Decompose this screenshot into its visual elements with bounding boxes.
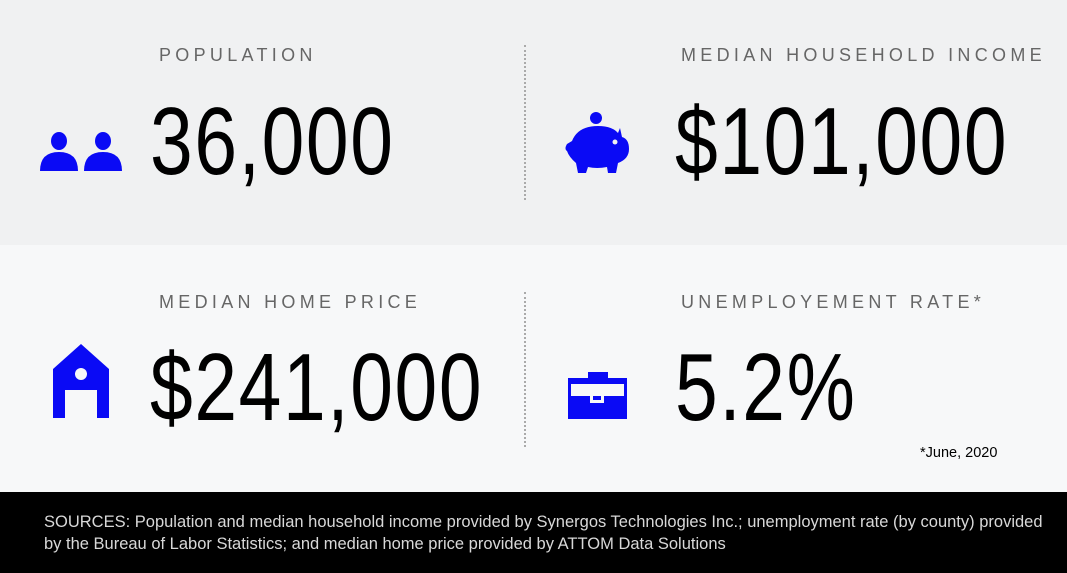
briefcase-icon xyxy=(568,372,627,419)
population-label: POPULATION xyxy=(159,45,317,65)
top-band xyxy=(0,0,1067,245)
divider-bottom xyxy=(524,292,526,447)
footnote: *June, 2020 xyxy=(920,445,998,461)
bottom-band xyxy=(0,245,1067,492)
piggy-bank-icon xyxy=(565,112,629,173)
divider-top xyxy=(524,45,526,200)
unemployment-value: 5.2% xyxy=(675,334,857,441)
income-value: $101,000 xyxy=(675,88,1009,195)
sources-text: SOURCES: Population and median household… xyxy=(44,513,1043,553)
home-price-value: $241,000 xyxy=(150,334,484,441)
unemployment-label: UNEMPLOYEMENT RATE* xyxy=(681,292,986,312)
home-price-label: MEDIAN HOME PRICE xyxy=(159,292,422,312)
house-icon xyxy=(53,344,109,418)
population-value: 36,000 xyxy=(150,88,395,195)
people-icon xyxy=(40,132,122,171)
income-label: MEDIAN HOUSEHOLD INCOME xyxy=(681,45,1046,65)
sources-footer: SOURCES: Population and median household… xyxy=(0,492,1067,573)
